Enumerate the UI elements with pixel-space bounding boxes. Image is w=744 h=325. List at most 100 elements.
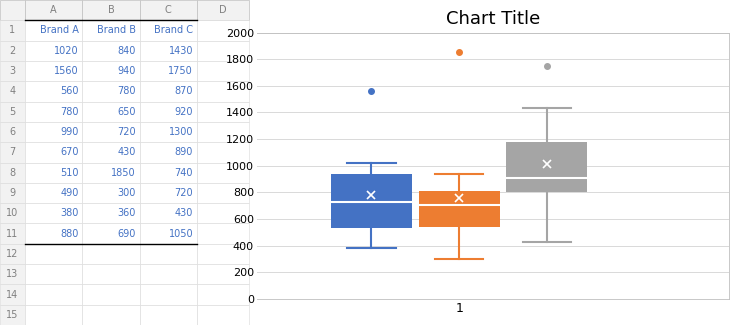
Bar <box>197 183 249 203</box>
Text: 9: 9 <box>10 188 16 198</box>
Text: 560: 560 <box>60 86 79 97</box>
Bar <box>197 20 249 41</box>
Text: 15: 15 <box>6 310 19 320</box>
Bar <box>83 224 140 244</box>
Bar <box>0 284 25 305</box>
Bar <box>0 264 25 284</box>
Bar <box>140 122 197 142</box>
Title: Chart Title: Chart Title <box>446 10 540 28</box>
Bar <box>25 0 83 20</box>
Text: 890: 890 <box>175 147 193 157</box>
Text: Brand A: Brand A <box>39 25 79 35</box>
Text: 360: 360 <box>118 208 136 218</box>
Bar <box>140 162 197 183</box>
Text: C: C <box>165 5 172 15</box>
Bar <box>197 224 249 244</box>
Text: 490: 490 <box>60 188 79 198</box>
Text: 1750: 1750 <box>168 66 193 76</box>
Text: A: A <box>51 5 57 15</box>
Bar <box>331 175 412 228</box>
Text: Brand B: Brand B <box>97 25 136 35</box>
Bar <box>0 20 25 41</box>
Bar <box>83 20 140 41</box>
Bar <box>83 203 140 224</box>
Bar <box>140 264 197 284</box>
Bar <box>140 142 197 162</box>
Bar <box>25 264 83 284</box>
Text: 720: 720 <box>175 188 193 198</box>
Bar <box>25 244 83 264</box>
Bar <box>0 101 25 122</box>
Text: 11: 11 <box>7 228 19 239</box>
Bar <box>140 203 197 224</box>
Bar <box>0 122 25 142</box>
Bar <box>197 122 249 142</box>
Bar <box>83 41 140 61</box>
Bar <box>83 284 140 305</box>
Bar <box>0 0 25 20</box>
Bar <box>197 142 249 162</box>
Bar <box>25 122 83 142</box>
Text: 430: 430 <box>175 208 193 218</box>
Text: 6: 6 <box>10 127 16 137</box>
Text: 880: 880 <box>60 228 79 239</box>
Bar <box>83 142 140 162</box>
Bar <box>0 41 25 61</box>
Bar <box>25 41 83 61</box>
Bar <box>197 244 249 264</box>
Bar <box>197 0 249 20</box>
Text: 510: 510 <box>60 168 79 178</box>
Bar <box>25 61 83 81</box>
Bar <box>197 305 249 325</box>
Bar <box>197 264 249 284</box>
Bar <box>140 41 197 61</box>
Bar <box>0 81 25 101</box>
Bar <box>25 224 83 244</box>
Bar <box>83 162 140 183</box>
Bar <box>140 224 197 244</box>
Bar <box>25 81 83 101</box>
Text: 14: 14 <box>7 290 19 300</box>
Text: 13: 13 <box>7 269 19 279</box>
Bar <box>0 162 25 183</box>
Bar <box>197 203 249 224</box>
Text: 380: 380 <box>60 208 79 218</box>
Bar <box>0 305 25 325</box>
Bar <box>25 203 83 224</box>
Bar <box>197 284 249 305</box>
Text: 1020: 1020 <box>54 46 79 56</box>
Bar <box>83 244 140 264</box>
Text: 870: 870 <box>175 86 193 97</box>
Bar <box>507 142 588 192</box>
Text: 430: 430 <box>118 147 136 157</box>
Text: 990: 990 <box>60 127 79 137</box>
Text: 780: 780 <box>60 107 79 117</box>
Bar <box>140 183 197 203</box>
Text: Brand C: Brand C <box>154 25 193 35</box>
Text: 1050: 1050 <box>169 228 193 239</box>
Text: 650: 650 <box>118 107 136 117</box>
Text: 840: 840 <box>118 46 136 56</box>
Bar <box>25 142 83 162</box>
Text: 1430: 1430 <box>169 46 193 56</box>
Bar <box>83 122 140 142</box>
Text: 5: 5 <box>10 107 16 117</box>
Bar <box>83 305 140 325</box>
Text: 3: 3 <box>10 66 16 76</box>
Bar <box>83 183 140 203</box>
Bar <box>419 191 500 227</box>
Bar <box>0 244 25 264</box>
Bar <box>0 183 25 203</box>
Bar <box>197 41 249 61</box>
Bar <box>0 224 25 244</box>
Bar <box>0 203 25 224</box>
Bar <box>140 305 197 325</box>
Bar <box>83 61 140 81</box>
Bar <box>83 101 140 122</box>
Text: 670: 670 <box>60 147 79 157</box>
Bar <box>25 284 83 305</box>
Text: 1300: 1300 <box>169 127 193 137</box>
Bar <box>140 61 197 81</box>
Bar <box>197 162 249 183</box>
Bar <box>0 61 25 81</box>
